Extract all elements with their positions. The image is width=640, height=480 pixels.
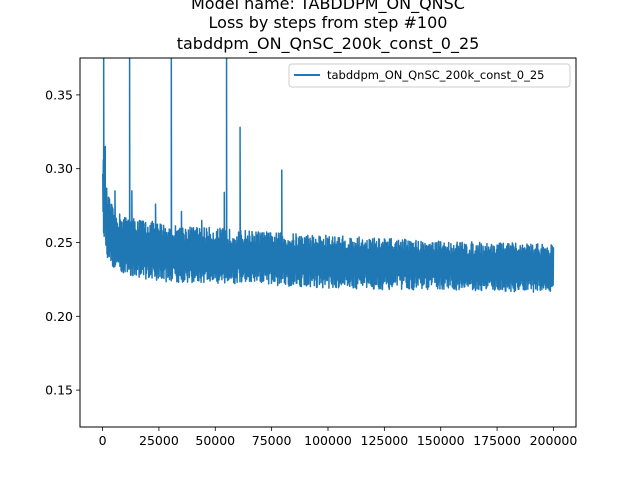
x-tick-label: 175000 bbox=[473, 433, 521, 448]
chart-title-line-3: tabddpm_ON_QnSC_200k_const_0_25 bbox=[177, 34, 480, 54]
y-tick-label: 0.30 bbox=[45, 161, 73, 176]
legend-box bbox=[288, 63, 571, 88]
y-tick-label: 0.25 bbox=[45, 235, 73, 250]
x-tick-label: 100000 bbox=[304, 433, 352, 448]
y-tick-label: 0.20 bbox=[45, 309, 73, 324]
y-tick-label: 0.35 bbox=[45, 87, 73, 102]
chart-title-line-2: Loss by steps from step #100 bbox=[209, 13, 448, 32]
x-tick-label: 25000 bbox=[139, 433, 179, 448]
x-tick-label: 50000 bbox=[195, 433, 235, 448]
series-line bbox=[102, 58, 555, 293]
legend: tabddpm_ON_QnSC_200k_const_0_25 bbox=[288, 63, 571, 88]
plot-area bbox=[102, 58, 555, 293]
y-axis: 0.15 0.20 0.25 0.30 0.35 bbox=[45, 87, 80, 398]
x-tick-label: 125000 bbox=[361, 433, 409, 448]
x-tick-label: 200000 bbox=[530, 433, 578, 448]
legend-label: tabddpm_ON_QnSC_200k_const_0_25 bbox=[327, 68, 545, 82]
x-tick-label: 75000 bbox=[252, 433, 292, 448]
x-axis: 0 25000 50000 75000 100000 125000 150000 175000… bbox=[99, 427, 578, 448]
x-tick-label: 0 bbox=[99, 433, 107, 448]
y-tick-label: 0.15 bbox=[45, 383, 73, 398]
x-tick-label: 150000 bbox=[417, 433, 465, 448]
chart-title-line-1: Model name: TABDDPM_ON_QNSC bbox=[191, 0, 465, 14]
